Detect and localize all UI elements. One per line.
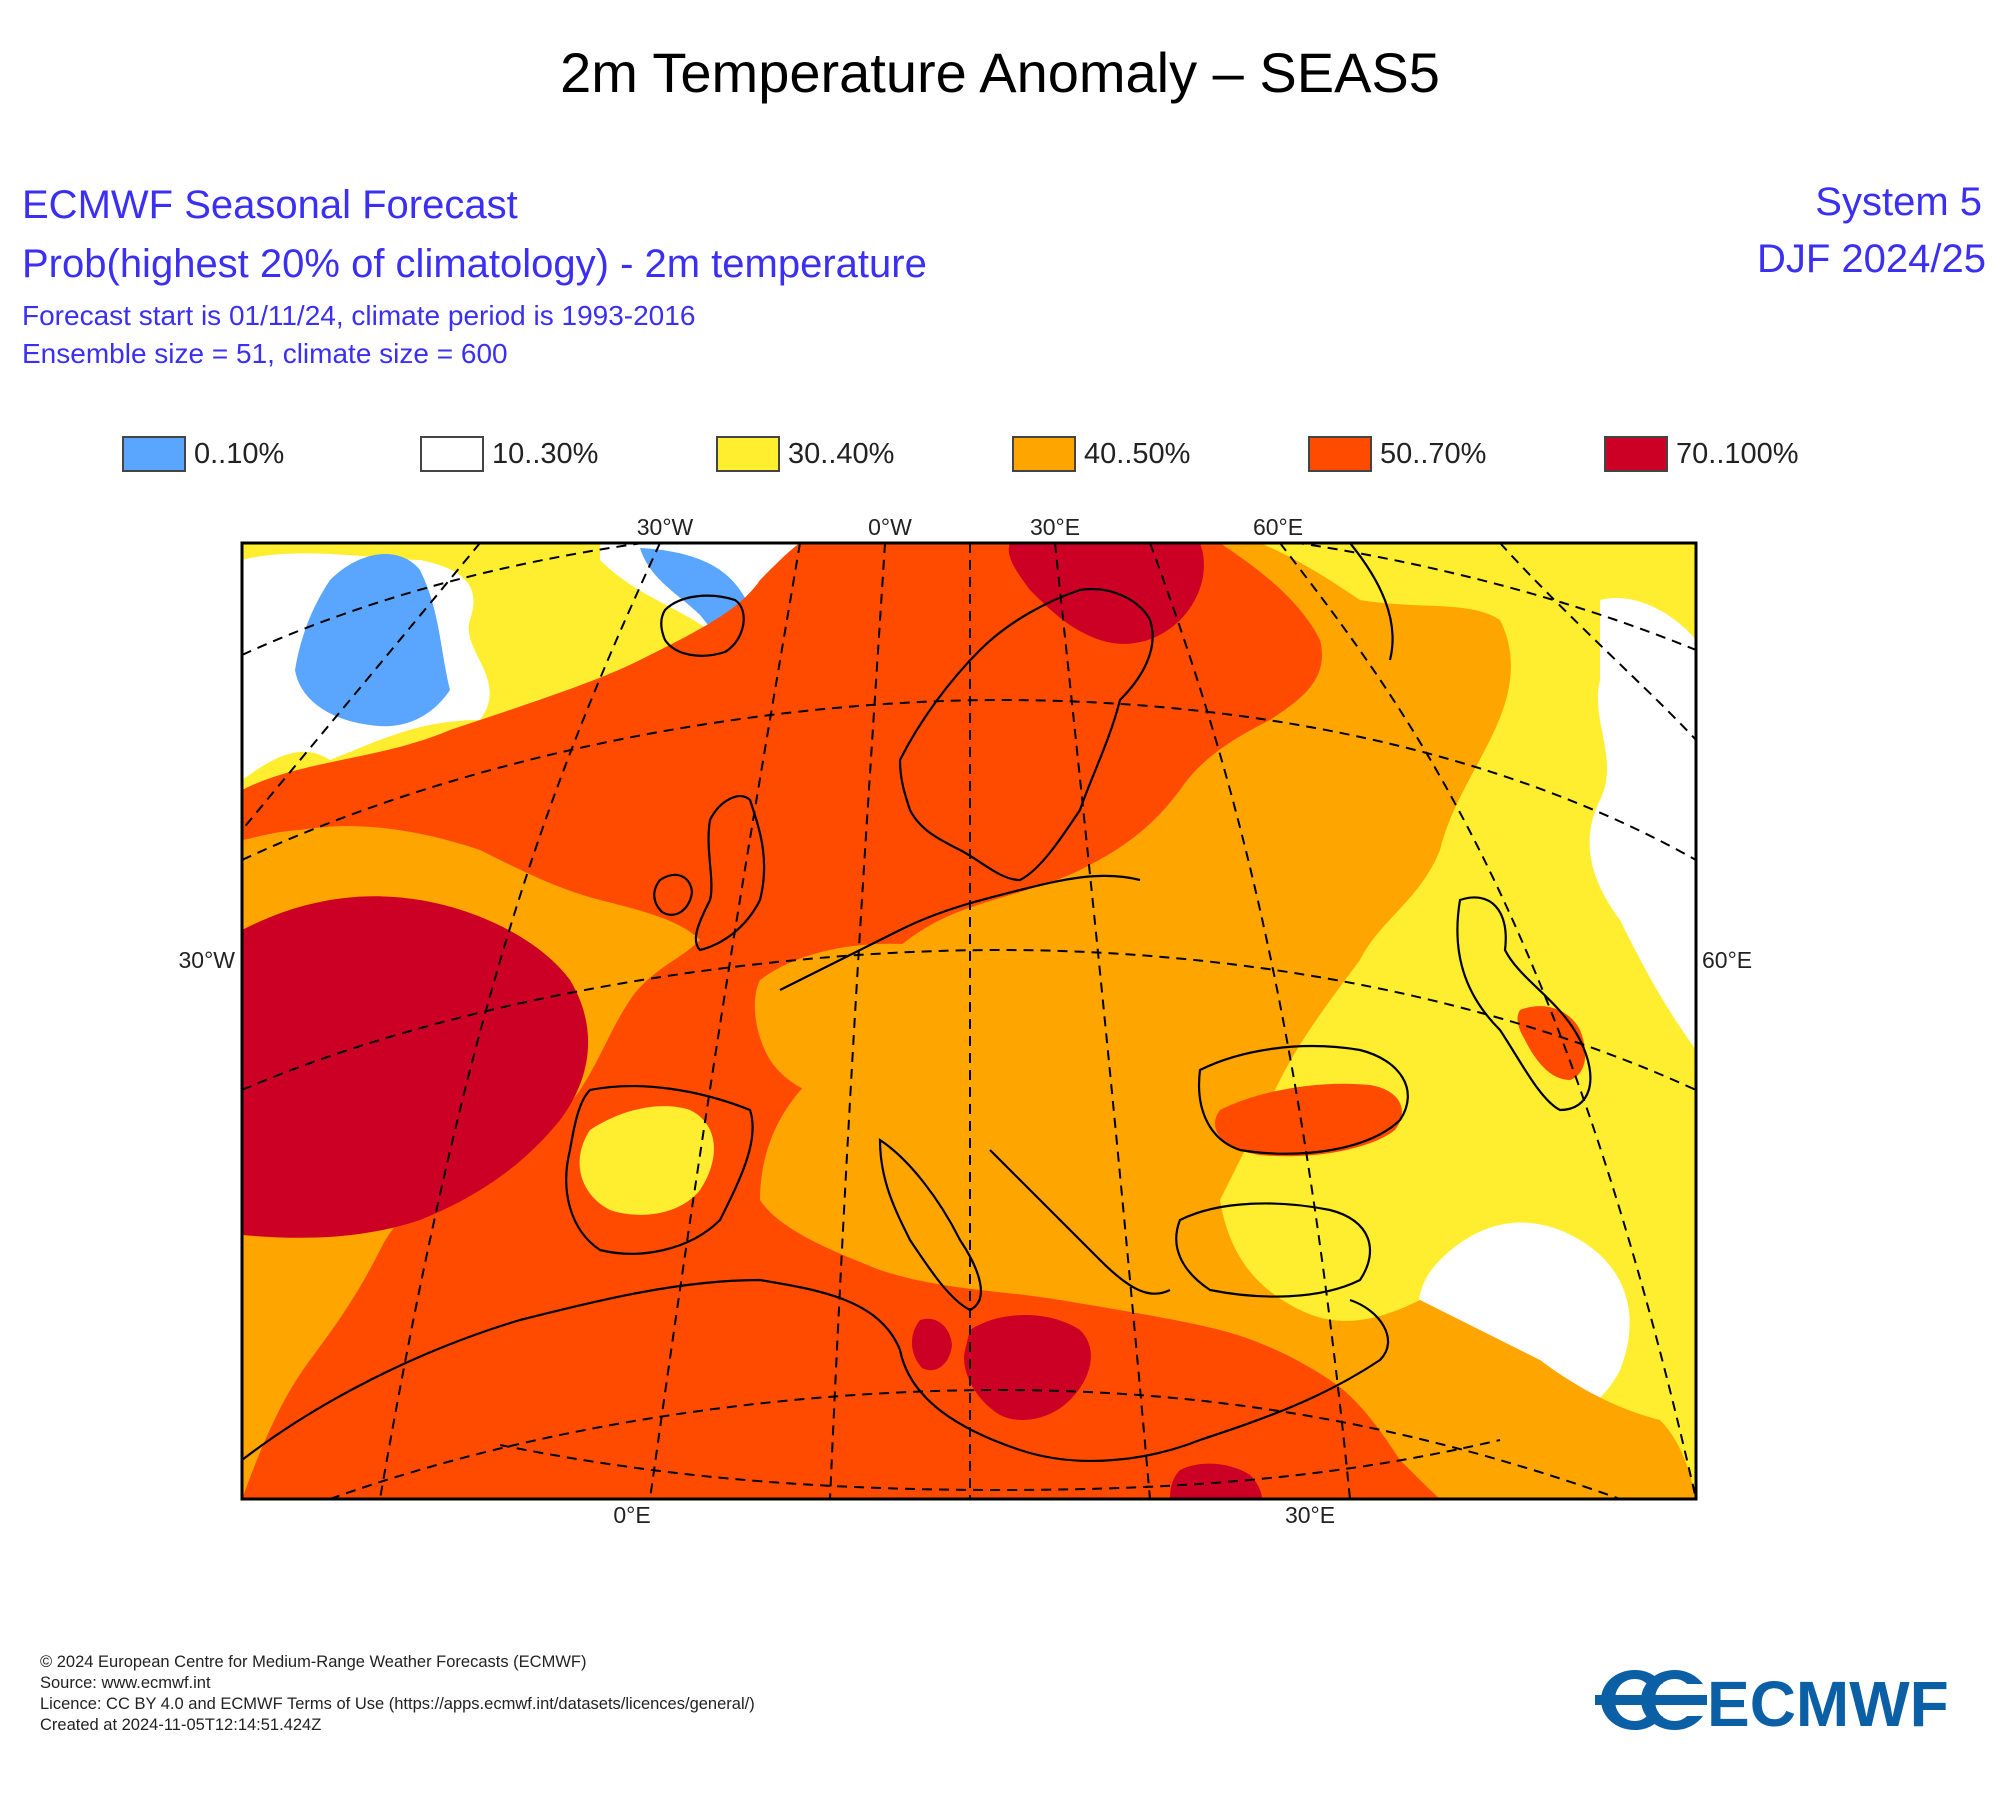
iberia-coast [565, 1085, 754, 1255]
legend-item: 10..30% [420, 432, 598, 476]
map-container: 30°W 0°W 30°E 60°E 30°W 60°E 0°E 30°E [0, 500, 2000, 1560]
legend-item: 0..10% [122, 432, 284, 476]
black-sea-coast [1198, 1045, 1409, 1155]
legend-swatch [1604, 436, 1668, 472]
legend-item: 40..50% [1012, 432, 1190, 476]
parallel-60n [242, 698, 1696, 861]
legend-label: 40..50% [1084, 437, 1191, 470]
ecmwf-logo-mark [1595, 1670, 1707, 1730]
turkey-coast [1175, 1202, 1372, 1298]
label-top-30w: 30°W [637, 514, 694, 540]
band-0-10-greenland [295, 553, 450, 727]
band-30-40-iberia [579, 1106, 714, 1215]
meridian-0 [829, 543, 886, 1499]
band-50-70-black-sea [1214, 1083, 1402, 1157]
ecmwf-logo-text: ECMWF [1707, 1668, 1949, 1740]
legend-label: 50..70% [1380, 437, 1487, 470]
forecast-variable: Prob(highest 20% of climatology) - 2m te… [22, 242, 927, 286]
legend-item: 50..70% [1308, 432, 1486, 476]
meridian-30w-a [379, 543, 661, 1499]
footer-created: Created at 2024-11-05T12:14:51.424Z [40, 1716, 322, 1734]
legend-swatch [122, 436, 186, 472]
legend-swatch [420, 436, 484, 472]
band-70-100-mediterranean [964, 1315, 1091, 1420]
label-right-60e: 60°E [1702, 947, 1752, 973]
band-50-70-caspian [1517, 1006, 1586, 1080]
band-40-50-central-europe [754, 943, 964, 1101]
north-africa-coast [242, 1278, 1390, 1462]
iceland-coast [660, 594, 745, 657]
parallel-extra [499, 1439, 1501, 1492]
parallel-70n [242, 543, 1696, 656]
label-left-30w: 30°W [179, 947, 236, 973]
probability-map: 30°W 0°W 30°E 60°E 30°W 60°E 0°E 30°E [179, 514, 1753, 1528]
meridian-60e [1279, 543, 1696, 1499]
label-top-60e: 60°E [1253, 514, 1303, 540]
graticule [242, 543, 1696, 1499]
meridian-west-edge [242, 543, 481, 831]
legend: 0..10% 10..30% 30..40% 40..50% 50..70% 7… [0, 432, 2000, 480]
footer: © 2024 European Centre for Medium-Range … [40, 1652, 755, 1736]
coastlines [242, 543, 1592, 1462]
meridian-30e [1054, 543, 1151, 1499]
band-70-100-levant [1170, 1463, 1262, 1499]
label-top-30e: 30°E [1030, 514, 1080, 540]
label-bottom-30e: 30°E [1285, 1502, 1335, 1528]
novaya-zemlya-coast [1349, 543, 1394, 661]
system-label: System 5 [1815, 180, 1982, 224]
legend-label: 10..30% [492, 437, 599, 470]
continent-north-coast [779, 874, 1141, 991]
footer-licence: Licence: CC BY 4.0 and ECMWF Terms of Us… [40, 1695, 755, 1713]
parallel-40n [329, 1388, 1621, 1499]
graticule-labels: 30°W 0°W 30°E 60°E 30°W 60°E 0°E 30°E [179, 514, 1753, 1528]
band-70-100-adriatic [911, 1318, 952, 1371]
legend-label: 30..40% [788, 437, 895, 470]
legend-label: 70..100% [1676, 437, 1799, 470]
legend-swatch [716, 436, 780, 472]
legend-swatch [1308, 436, 1372, 472]
scandinavia-coast [898, 587, 1154, 882]
page-title: 2m Temperature Anomaly – SEAS5 [560, 41, 1440, 104]
legend-item: 30..40% [716, 432, 894, 476]
legend-label: 0..10% [194, 437, 285, 470]
label-top-0w: 0°W [868, 514, 912, 540]
band-70-100-atlantic [242, 896, 589, 1238]
caspian-coast [1456, 896, 1592, 1112]
legend-swatch [1012, 436, 1076, 472]
italy-coast [878, 1137, 982, 1312]
ensemble-info: Ensemble size = 51, climate size = 600 [22, 338, 508, 369]
meridian-45e [1149, 543, 1351, 1499]
meridian-15w [649, 543, 801, 1499]
balkan-coast [989, 1149, 1171, 1295]
british-isles-coast [694, 794, 766, 952]
meridian-east-edge [1499, 543, 1696, 741]
map-frame [240, 541, 1698, 1501]
footer-copyright: © 2024 European Centre for Medium-Range … [40, 1653, 587, 1671]
label-bottom-0e: 0°E [613, 1502, 650, 1528]
season-label: DJF 2024/25 [1756, 237, 1986, 281]
forecast-start-info: Forecast start is 01/11/24, climate peri… [22, 300, 696, 331]
ecmwf-logo: ECMWF [1595, 1668, 1949, 1740]
ireland-coast [653, 873, 694, 916]
legend-item: 70..100% [1604, 432, 1799, 476]
footer-source: Source: www.ecmwf.int [40, 1674, 211, 1692]
forecast-heading: ECMWF Seasonal Forecast [22, 183, 518, 227]
